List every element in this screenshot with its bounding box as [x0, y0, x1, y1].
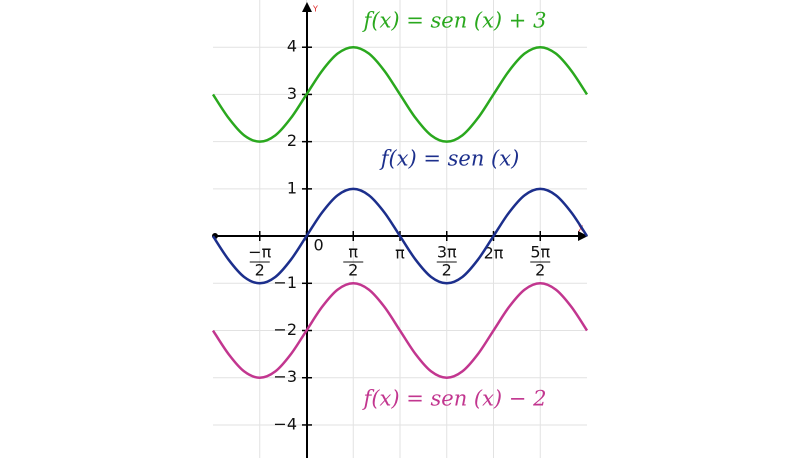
x-tick-label: 2π: [484, 244, 504, 263]
y-axis-arrow: [302, 2, 312, 12]
x-tick-label: π: [348, 243, 358, 262]
series-label: f(x) = sen (x) + 3: [362, 9, 547, 33]
x-tick-label: 0: [314, 236, 324, 255]
x-tick-label-denominator: 2: [442, 261, 452, 280]
series-line: [211, 187, 589, 285]
series-label: f(x) = sen (x) − 2: [362, 387, 547, 411]
x-tick-label: 3π: [437, 243, 457, 262]
y-tick-label: −2: [273, 320, 297, 339]
y-tick-label: 4: [287, 37, 297, 56]
y-tick-label: 1: [287, 178, 297, 197]
x-tick-label-denominator: 2: [535, 261, 545, 280]
x-tick-label-denominator: 2: [255, 261, 265, 280]
x-tick-label-denominator: 2: [348, 261, 358, 280]
grid: [213, 0, 587, 458]
x-tick-label: 5π: [530, 243, 550, 262]
series-line: [211, 282, 589, 379]
y-tick-label: 2: [287, 131, 297, 150]
x-tick-label: −π: [248, 243, 271, 262]
y-axis-label: Y: [312, 5, 318, 14]
x-axis-label: X: [578, 225, 584, 234]
x-axis-arrow: [578, 231, 588, 241]
series-label: f(x) = sen (x): [379, 147, 520, 171]
y-tick-label: 3: [287, 84, 297, 103]
y-tick-label: −3: [273, 367, 297, 386]
series-line: [211, 45, 589, 143]
y-tick-label: −1: [273, 273, 297, 292]
y-tick-label: −4: [273, 414, 297, 433]
x-tick-label: π: [395, 244, 405, 263]
